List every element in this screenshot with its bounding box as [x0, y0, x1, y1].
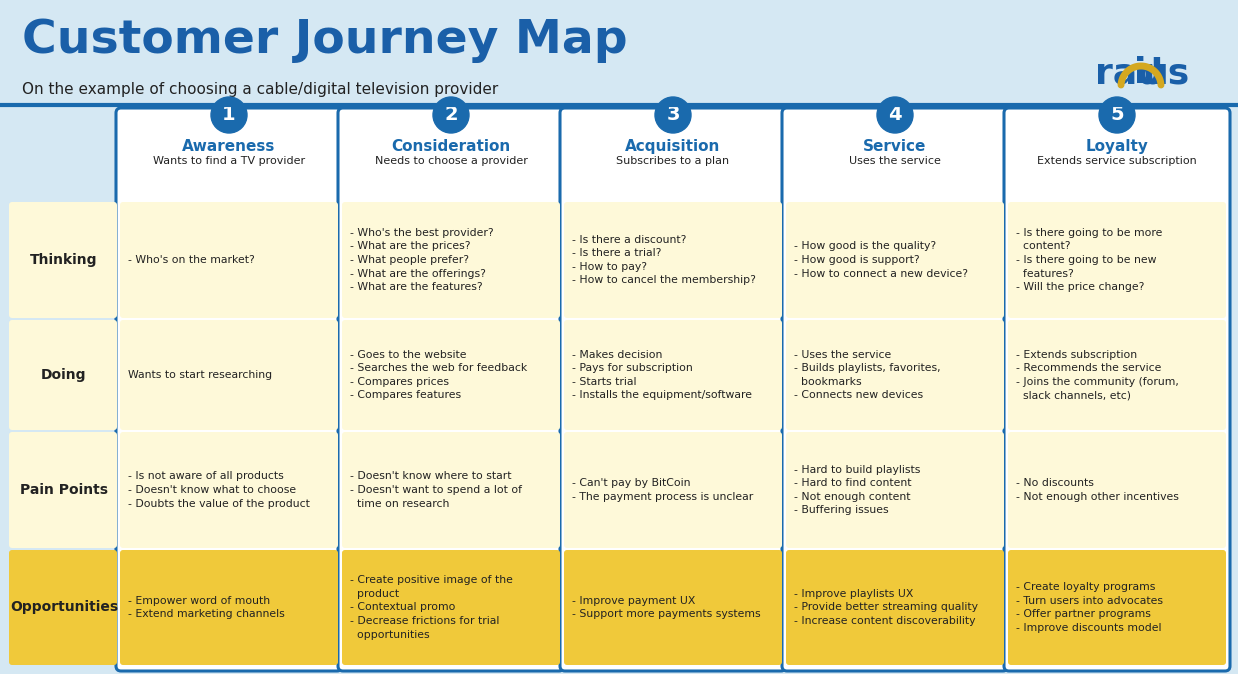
FancyBboxPatch shape [120, 320, 338, 430]
Text: On the example of choosing a cable/digital television provider: On the example of choosing a cable/digit… [22, 82, 498, 97]
Text: - Can't pay by BitCoin
- The payment process is unclear: - Can't pay by BitCoin - The payment pro… [572, 478, 753, 502]
Text: i: i [1134, 56, 1146, 90]
Text: - Empower word of mouth
- Extend marketing channels: - Empower word of mouth - Extend marketi… [128, 596, 285, 619]
Text: Awareness: Awareness [182, 139, 276, 154]
FancyBboxPatch shape [1004, 108, 1231, 671]
FancyBboxPatch shape [786, 550, 1004, 665]
FancyBboxPatch shape [120, 202, 338, 318]
Text: - Doesn't know where to start
- Doesn't want to spend a lot of
  time on researc: - Doesn't know where to start - Doesn't … [350, 471, 522, 509]
Text: - Goes to the website
- Searches the web for feedback
- Compares prices
- Compar: - Goes to the website - Searches the web… [350, 350, 527, 400]
FancyBboxPatch shape [342, 550, 560, 665]
FancyBboxPatch shape [1008, 432, 1226, 548]
FancyBboxPatch shape [9, 320, 118, 430]
Text: Doing: Doing [41, 368, 87, 382]
Text: Consideration: Consideration [391, 139, 510, 154]
Text: - Is not aware of all products
- Doesn't know what to choose
- Doubts the value : - Is not aware of all products - Doesn't… [128, 471, 310, 509]
FancyBboxPatch shape [565, 202, 782, 318]
Text: 5: 5 [1110, 106, 1124, 125]
FancyBboxPatch shape [120, 432, 338, 548]
Text: 3: 3 [666, 106, 680, 125]
Text: Opportunities: Opportunities [10, 601, 118, 615]
FancyBboxPatch shape [342, 432, 560, 548]
Text: - Is there going to be more
  content?
- Is there going to be new
  features?
- : - Is there going to be more content? - I… [1016, 228, 1162, 293]
Circle shape [1099, 97, 1135, 133]
FancyBboxPatch shape [9, 550, 118, 665]
Text: - Uses the service
- Builds playlists, favorites,
  bookmarks
- Connects new dev: - Uses the service - Builds playlists, f… [794, 350, 941, 400]
Text: Service: Service [863, 139, 927, 154]
Text: Extends service subscription: Extends service subscription [1037, 156, 1197, 166]
FancyBboxPatch shape [1008, 550, 1226, 665]
FancyBboxPatch shape [1008, 202, 1226, 318]
Text: - Is there a discount?
- Is there a trial?
- How to pay?
- How to cancel the mem: - Is there a discount? - Is there a tria… [572, 235, 756, 285]
FancyBboxPatch shape [9, 432, 118, 548]
FancyBboxPatch shape [560, 108, 786, 671]
Text: - Create loyalty programs
- Turn users into advocates
- Offer partner programs
-: - Create loyalty programs - Turn users i… [1016, 582, 1162, 633]
Text: rad: rad [1094, 56, 1164, 90]
Text: Customer Journey Map: Customer Journey Map [22, 18, 628, 63]
Text: - How good is the quality?
- How good is support?
- How to connect a new device?: - How good is the quality? - How good is… [794, 241, 968, 278]
Circle shape [655, 97, 691, 133]
Text: - Extends subscription
- Recommends the service
- Joins the community (forum,
  : - Extends subscription - Recommends the … [1016, 350, 1179, 400]
Text: Needs to choose a provider: Needs to choose a provider [375, 156, 527, 166]
Text: 1: 1 [222, 106, 235, 125]
FancyBboxPatch shape [342, 202, 560, 318]
FancyBboxPatch shape [120, 550, 338, 665]
Text: Uses the service: Uses the service [849, 156, 941, 166]
FancyBboxPatch shape [1008, 320, 1226, 430]
Text: - Who's the best provider?
- What are the prices?
- What people prefer?
- What a: - Who's the best provider? - What are th… [350, 228, 494, 293]
Text: - No discounts
- Not enough other incentives: - No discounts - Not enough other incent… [1016, 478, 1179, 502]
Text: Acquisition: Acquisition [625, 139, 721, 154]
Text: Loyalty: Loyalty [1086, 139, 1149, 154]
Text: 2: 2 [444, 106, 458, 125]
Text: Pain Points: Pain Points [20, 483, 108, 497]
Circle shape [210, 97, 248, 133]
Circle shape [433, 97, 469, 133]
Text: - Hard to build playlists
- Hard to find content
- Not enough content
- Bufferin: - Hard to build playlists - Hard to find… [794, 464, 920, 516]
FancyBboxPatch shape [116, 108, 342, 671]
FancyBboxPatch shape [565, 432, 782, 548]
FancyBboxPatch shape [786, 432, 1004, 548]
FancyBboxPatch shape [338, 108, 565, 671]
Text: Wants to find a TV provider: Wants to find a TV provider [154, 156, 305, 166]
FancyBboxPatch shape [342, 320, 560, 430]
Text: Wants to start researching: Wants to start researching [128, 370, 272, 380]
Circle shape [877, 97, 912, 133]
Text: 4: 4 [888, 106, 901, 125]
FancyBboxPatch shape [786, 320, 1004, 430]
Text: - Who's on the market?: - Who's on the market? [128, 255, 255, 265]
Text: - Improve playlists UX
- Provide better streaming quality
- Increase content dis: - Improve playlists UX - Provide better … [794, 589, 978, 626]
FancyBboxPatch shape [565, 320, 782, 430]
Text: us: us [1141, 56, 1190, 90]
FancyBboxPatch shape [782, 108, 1008, 671]
Text: - Makes decision
- Pays for subscription
- Starts trial
- Installs the equipment: - Makes decision - Pays for subscription… [572, 350, 751, 400]
FancyBboxPatch shape [786, 202, 1004, 318]
Text: Thinking: Thinking [30, 253, 98, 267]
FancyBboxPatch shape [9, 202, 118, 318]
Text: - Create positive image of the
  product
- Contextual promo
- Decrease frictions: - Create positive image of the product -… [350, 576, 513, 640]
Text: - Improve payment UX
- Support more payments systems: - Improve payment UX - Support more paym… [572, 596, 760, 619]
FancyBboxPatch shape [565, 550, 782, 665]
Text: Subscribes to a plan: Subscribes to a plan [617, 156, 729, 166]
